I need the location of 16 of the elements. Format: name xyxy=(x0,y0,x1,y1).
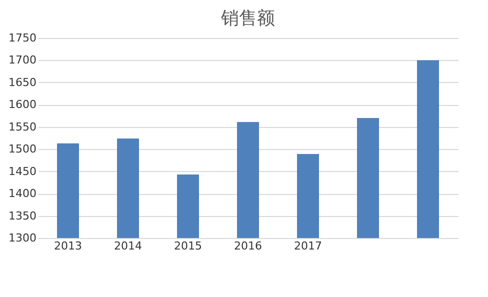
x-tick-label: 2015 xyxy=(174,240,202,252)
y-tick-label: 1700 xyxy=(8,54,36,67)
x-tick-label: 2014 xyxy=(114,240,142,252)
y-tick-label: 1650 xyxy=(8,76,36,89)
x-tick-label: 2017 xyxy=(294,240,322,252)
x-tick-label: 2013 xyxy=(54,240,82,252)
chart-title: 销售额 xyxy=(220,8,275,29)
y-tick-label: 1400 xyxy=(8,187,36,200)
x-tick-label: 2016 xyxy=(234,240,262,252)
y-tick-label: 1750 xyxy=(8,32,36,44)
y-tick-label: 1500 xyxy=(8,142,36,156)
y-tick-label: 1350 xyxy=(8,209,36,222)
y-tick-label: 1300 xyxy=(8,232,36,244)
y-tick-label: 1600 xyxy=(8,98,36,112)
y-tick-label: 1450 xyxy=(8,164,36,178)
y-tick-label: 1550 xyxy=(8,120,36,134)
